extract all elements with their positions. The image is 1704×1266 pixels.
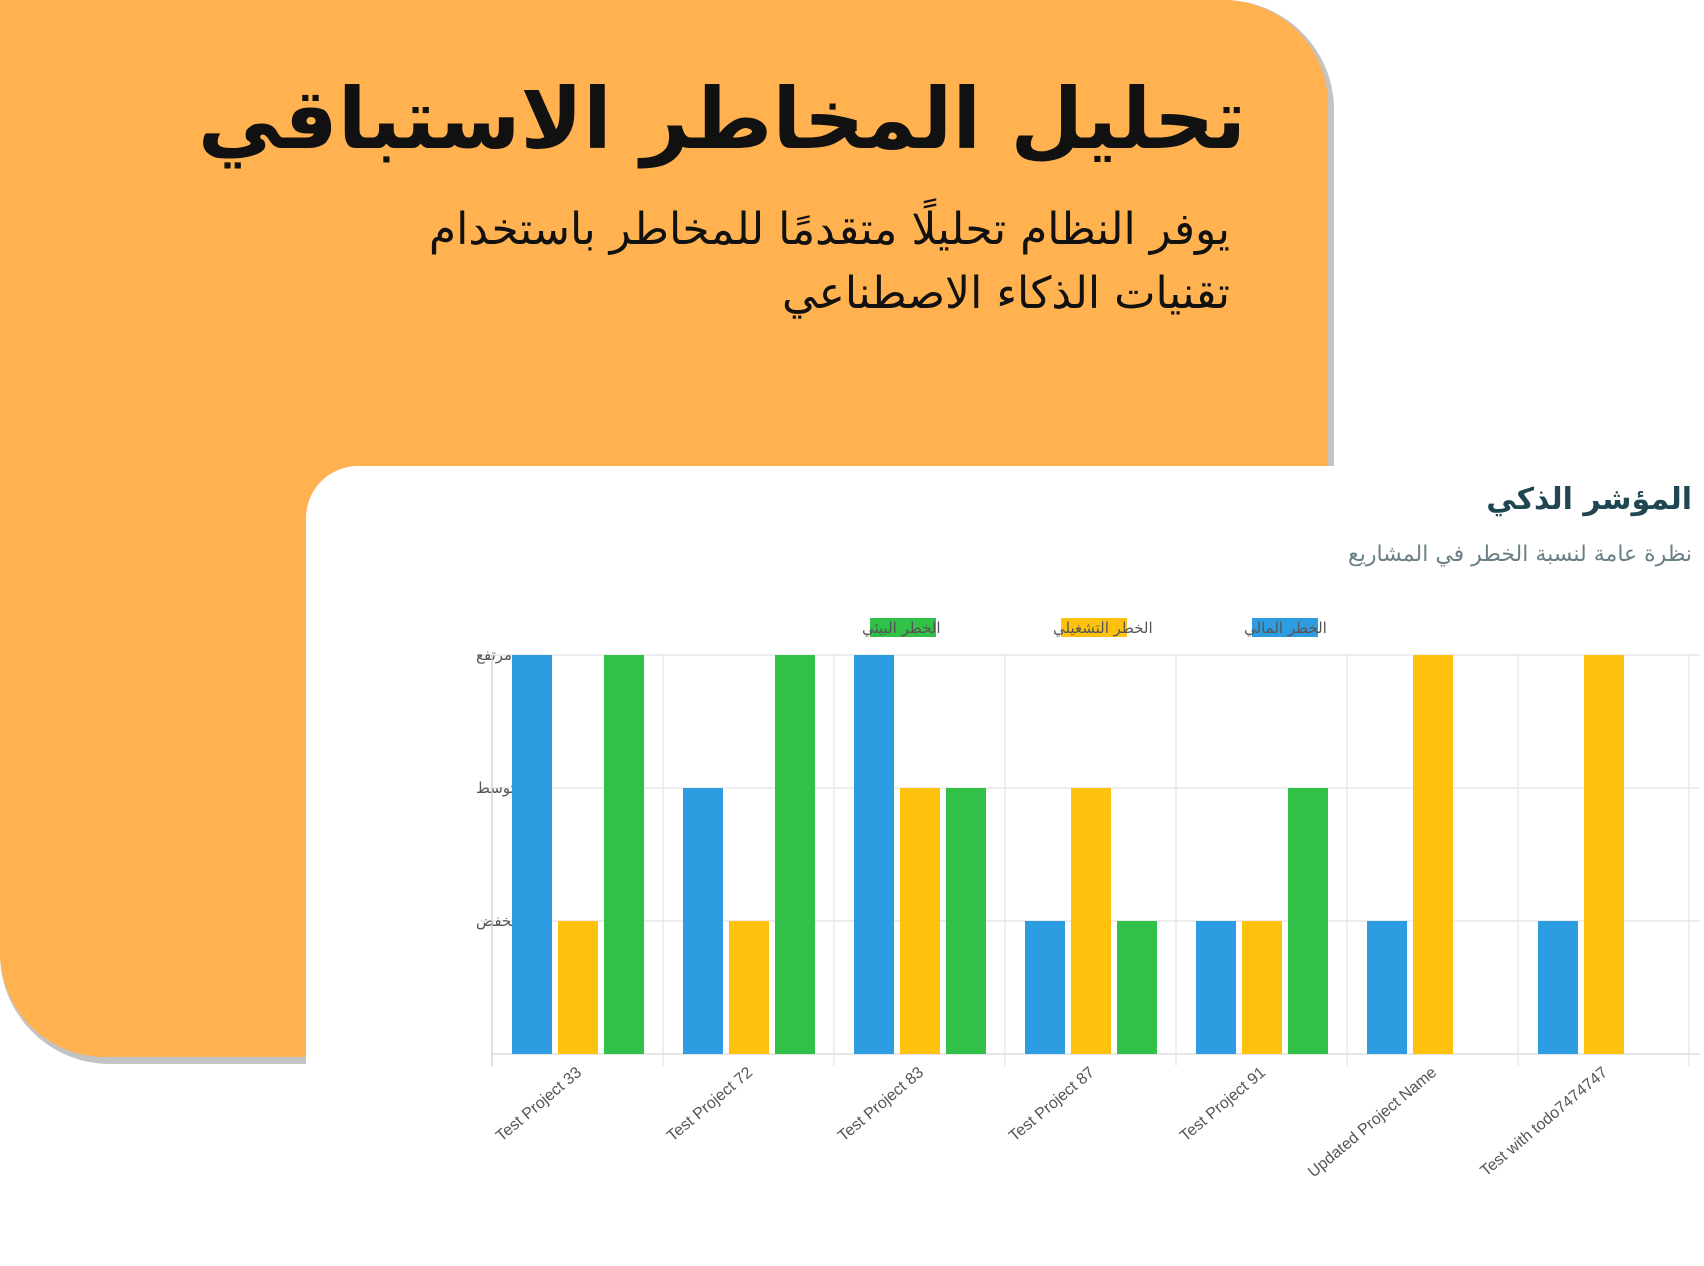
legend-label: الخطر التشغيلي <box>1053 619 1153 638</box>
bar-1-2 <box>900 788 940 1054</box>
bar-2-2 <box>946 788 986 1054</box>
y-tick-label: متوسط <box>476 779 523 797</box>
card-subtitle: نظرة عامة لنسبة الخطر في المشاريع <box>1348 542 1692 567</box>
bar-1-0 <box>558 921 598 1054</box>
bar-0-6 <box>1538 921 1578 1054</box>
legend-label: الخطر المالي <box>1244 619 1327 638</box>
hero-title: تحليل المخاطر الاستباقي <box>197 70 1246 168</box>
x-tick-label: Test with todo7474747 <box>1477 1064 1611 1180</box>
x-tick-label: Test Project 91 <box>1177 1064 1269 1145</box>
bar-0-4 <box>1196 921 1236 1054</box>
bar-1-5 <box>1413 655 1453 1054</box>
x-tick-label: Test Project 33 <box>493 1064 585 1145</box>
bar-0-3 <box>1025 921 1065 1054</box>
bar-0-1 <box>683 788 723 1054</box>
bar-1-1 <box>729 921 769 1054</box>
bar-1-3 <box>1071 788 1111 1054</box>
bar-0-2 <box>854 655 894 1054</box>
bar-2-0 <box>604 655 644 1054</box>
bar-2-3 <box>1117 921 1157 1054</box>
bar-1-4 <box>1242 921 1282 1054</box>
x-tick-label: Test Project 83 <box>835 1064 927 1145</box>
x-tick-label: Test Project 72 <box>664 1064 756 1145</box>
card-title: المؤشر الذكي <box>1486 482 1692 517</box>
legend-swatch <box>1252 618 1318 637</box>
hero-subtitle: يوفر النظام تحليلًا متقدمًا للمخاطر باست… <box>428 204 1230 319</box>
legend-swatch <box>1061 618 1127 637</box>
y-tick-label: مرتفع <box>476 646 512 664</box>
bar-1-6 <box>1584 655 1624 1054</box>
legend-swatch <box>870 618 936 637</box>
bar-2-1 <box>775 655 815 1054</box>
x-tick-label: Test Project 87 <box>1006 1064 1098 1145</box>
bar-2-4 <box>1288 788 1328 1054</box>
x-tick-label: Updated Project Name <box>1305 1064 1440 1181</box>
bar-0-5 <box>1367 921 1407 1054</box>
legend-label: الخطر البيئي <box>862 619 941 638</box>
bar-0-0 <box>512 655 552 1054</box>
